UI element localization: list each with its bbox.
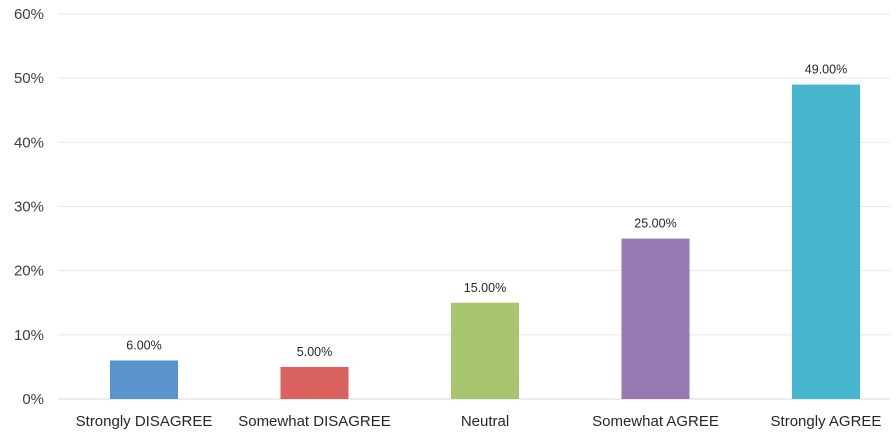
y-tick-label: 10%: [14, 327, 44, 344]
x-category-label: Somewhat DISAGREE: [238, 413, 391, 430]
y-axis-tick-labels: 0% 10% 20% 30% 40% 50% 60%: [14, 6, 44, 408]
gridlines: [58, 13, 890, 400]
y-tick-label: 40%: [14, 134, 44, 151]
bar-strongly-disagree: [110, 360, 178, 399]
y-tick-label: 20%: [14, 263, 44, 280]
data-label: 49.00%: [805, 63, 847, 77]
bar-neutral: [451, 302, 519, 399]
data-labels: 6.00% 5.00% 15.00% 25.00% 49.00%: [126, 63, 847, 359]
x-category-label: Strongly AGREE: [771, 413, 882, 430]
bar-somewhat-agree: [621, 238, 690, 399]
x-axis-category-labels: Strongly DISAGREE Somewhat DISAGREE Neutra…: [76, 413, 882, 430]
y-tick-label: 50%: [14, 70, 44, 87]
bar-somewhat-disagree: [280, 366, 349, 399]
data-label: 15.00%: [464, 281, 506, 295]
data-label: 25.00%: [634, 217, 676, 231]
x-category-label: Strongly DISAGREE: [76, 413, 213, 430]
x-category-label: Neutral: [461, 413, 509, 430]
bar-strongly-agree: [792, 84, 860, 399]
data-label: 5.00%: [297, 345, 332, 359]
y-tick-label: 60%: [14, 6, 44, 23]
bars: [110, 84, 860, 399]
y-tick-label: 30%: [14, 199, 44, 216]
y-tick-label: 0%: [22, 391, 44, 408]
x-category-label: Somewhat AGREE: [592, 413, 719, 430]
data-label: 6.00%: [126, 339, 161, 353]
